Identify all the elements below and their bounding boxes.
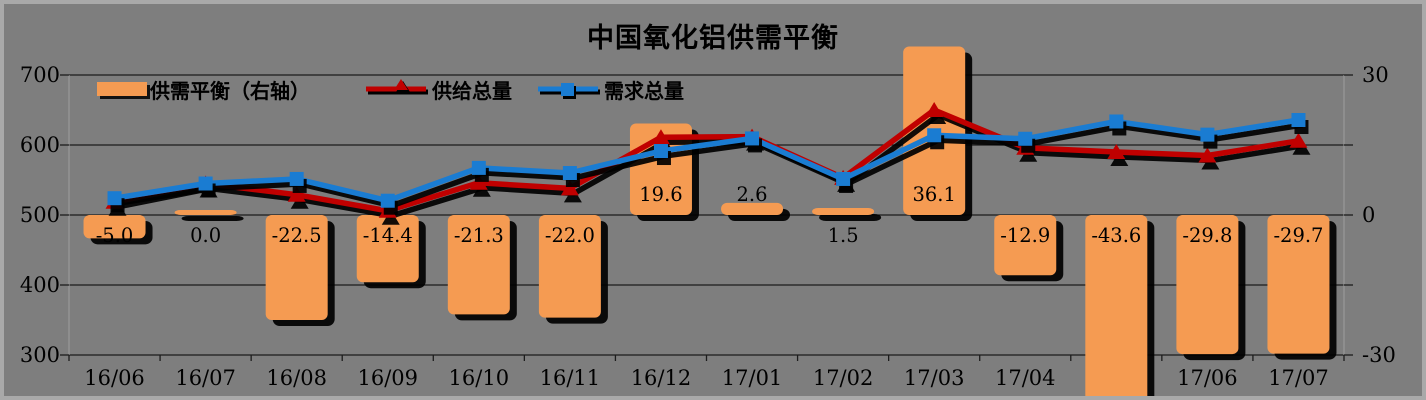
- demand-marker: [1018, 131, 1033, 146]
- demand-marker: [1200, 127, 1215, 142]
- x-axis-labels: 16/06 16/07 16/08 16/09 16/10 16/11 16/12 17/01…: [84, 366, 1328, 390]
- demand-marker: [927, 128, 942, 143]
- x-axis-tick-label: 17/02: [813, 366, 874, 390]
- chart-title: 中国氧化铝供需平衡: [587, 23, 839, 54]
- bar-value-label: -12.9: [1000, 224, 1050, 247]
- left-axis-tick-label: 300: [20, 343, 60, 367]
- legend-label-demand: 需求总量: [604, 78, 684, 103]
- supply-marker: [469, 174, 488, 190]
- supply-marker: [925, 102, 944, 117]
- bar-17/04: [994, 215, 1057, 276]
- left-axis-tick-label: 600: [20, 133, 60, 157]
- bar-value-label: -22.5: [272, 224, 322, 247]
- right-axis-labels: 60300-30-60: [1362, 63, 1396, 367]
- bar-17/06: [1176, 215, 1239, 355]
- bar-value-label: -22.0: [545, 224, 595, 247]
- demand-marker: [836, 171, 851, 186]
- bar-value-label: 1.5: [828, 224, 859, 247]
- demand-marker: [653, 144, 668, 159]
- x-axis-tick-label: 16/09: [357, 366, 418, 390]
- x-axis-tick-label: 16/10: [449, 366, 510, 390]
- bar-16/10: [447, 215, 510, 315]
- bar-value-label: 0.0: [190, 224, 221, 247]
- demand-marker: [1291, 113, 1306, 128]
- demand-line-markers: [107, 113, 1306, 208]
- left-axis-tick-label: 700: [20, 63, 60, 87]
- left-axis-tick-label: 500: [20, 203, 60, 227]
- bar-value-label: 2.6: [737, 183, 768, 206]
- bar-16/09: [356, 215, 419, 283]
- legend-item-supply: 供给总量: [366, 78, 512, 103]
- x-axis-tick-label: 16/12: [631, 366, 692, 390]
- legend-item-demand: 需求总量: [538, 78, 684, 103]
- x-axis-tick-label: 16/08: [266, 366, 327, 390]
- bar-17/05: [1085, 215, 1148, 396]
- bar-16/11: [538, 215, 601, 318]
- demand-marker: [1109, 114, 1124, 129]
- bar-value-label: -14.4: [363, 224, 413, 247]
- bar-value-label: -29.8: [1182, 224, 1232, 247]
- demand-marker: [380, 193, 395, 208]
- demand-marker: [198, 176, 213, 191]
- right-axis-tick-label: 30: [1362, 63, 1389, 87]
- supply-marker: [1289, 132, 1308, 148]
- line-square-icon: [538, 83, 600, 99]
- x-axis-tick-label: 16/06: [84, 366, 145, 390]
- supply-marker: [560, 180, 579, 196]
- bar-16/07: [174, 210, 237, 215]
- x-axis-tick-label: 17/06: [1177, 366, 1238, 390]
- right-axis-tick-label: -30: [1362, 343, 1396, 367]
- supply-marker: [1198, 147, 1217, 163]
- line-triangle-icon: [366, 79, 428, 95]
- x-axis-tick-label: 17/07: [1268, 366, 1329, 390]
- supply-line: [113, 107, 1299, 214]
- legend-item-balance: 供需平衡（右轴）: [97, 78, 310, 103]
- bar-16/08: [265, 215, 328, 320]
- legend-label-balance: 供需平衡（右轴）: [150, 78, 310, 103]
- left-axis-labels: 700 600 500 400 300: [20, 63, 60, 367]
- bar-value-label: -43.6: [1091, 224, 1141, 247]
- bar-value-label: -29.7: [1273, 224, 1323, 247]
- bar-17/01: [721, 202, 784, 215]
- legend-label-supply: 供给总量: [432, 78, 512, 103]
- x-axis-tick-label: 16/11: [540, 366, 601, 390]
- demand-marker: [107, 191, 122, 206]
- demand-line: [114, 117, 1299, 204]
- axis-ticks: [60, 74, 1353, 361]
- bar-value-label: 19.6: [639, 183, 682, 206]
- x-axis-tick-label: 16/07: [175, 366, 236, 390]
- bars: [83, 46, 1330, 396]
- bar-17/07: [1267, 215, 1330, 354]
- supply-marker: [651, 129, 670, 145]
- right-axis-tick-label: 0: [1362, 203, 1375, 227]
- demand-marker: [471, 160, 486, 175]
- left-axis-tick-label: 400: [20, 273, 60, 297]
- demand-line-shadow: [118, 122, 1303, 209]
- x-axis-tick-label: 17/01: [722, 366, 783, 390]
- bar-value-label: -5.0: [96, 224, 134, 247]
- x-axis-tick-label: 17/04: [995, 366, 1056, 390]
- demand-marker: [289, 171, 304, 186]
- bar-value-label: 36.1: [912, 183, 955, 206]
- demand-marker: [745, 131, 760, 146]
- bar-value-label: -21.3: [454, 224, 504, 247]
- bar-swatch-icon: [97, 82, 147, 96]
- chart-canvas: 70060050040030060300-30-6016/0616/0716/0…: [20, 46, 1396, 396]
- supply-marker: [1107, 144, 1126, 159]
- supply-marker: [287, 186, 306, 202]
- bar-value-labels: -5.0 0.0 -22.5 -14.4 -21.3 -22.0 19.6 2.6 1.5 36.…: [96, 183, 1324, 247]
- bar-16/06: [83, 215, 146, 239]
- demand-marker: [562, 166, 577, 180]
- x-axis-tick-label: 17/03: [904, 366, 965, 390]
- bar-17/02: [812, 208, 875, 215]
